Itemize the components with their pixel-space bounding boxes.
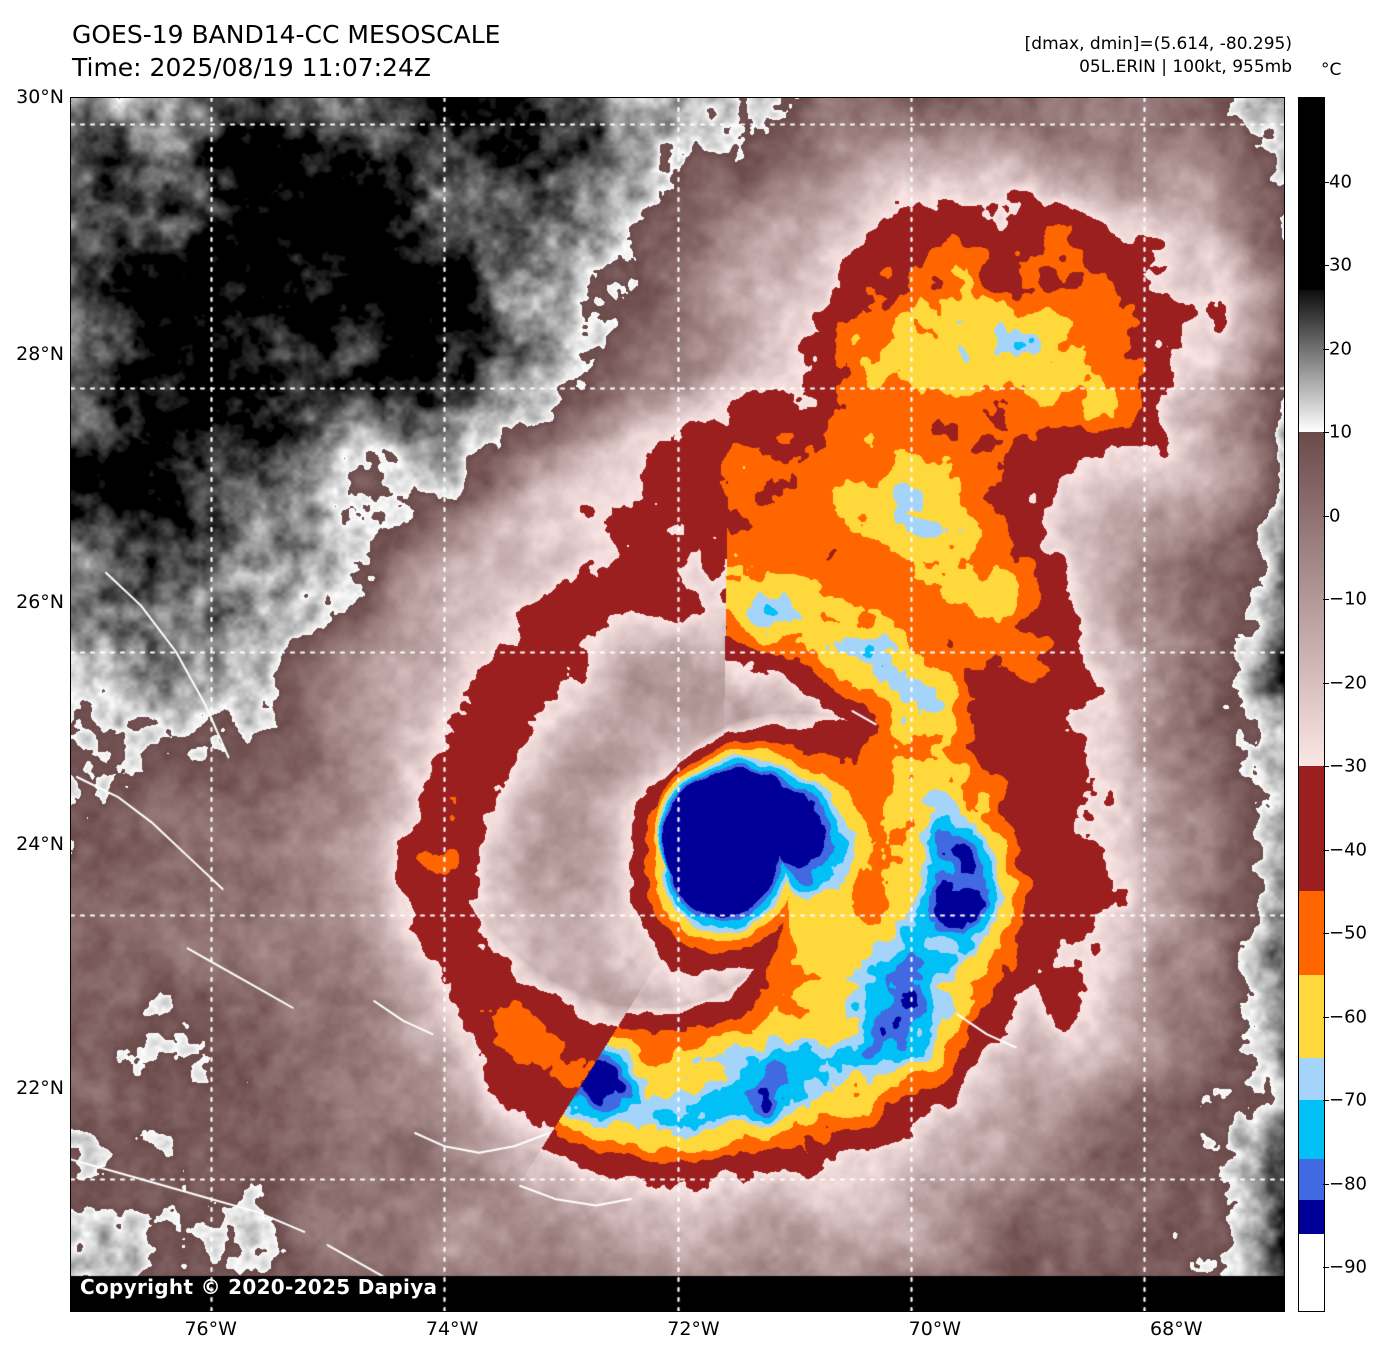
colorbar-tick-label-13: −90 bbox=[1329, 1256, 1367, 1278]
colorbar-tick-mark-5 bbox=[1323, 599, 1329, 601]
colorbar-tick-mark-0 bbox=[1323, 181, 1329, 183]
colorbar-segment-7 bbox=[1299, 1100, 1324, 1159]
colorbar-unit-label: °C bbox=[1321, 60, 1342, 80]
colorbar-tick-label-10: −60 bbox=[1329, 1006, 1367, 1028]
colorbar-tick-label-4: 0 bbox=[1329, 505, 1341, 527]
y-axis-tick-3: 24°N bbox=[16, 833, 64, 856]
colorbar-tick-mark-4 bbox=[1323, 515, 1329, 517]
colorbar-tick-mark-9 bbox=[1323, 933, 1329, 935]
x-axis-tick-2: 72°W bbox=[667, 1318, 720, 1340]
temperature-colorbar[interactable] bbox=[1298, 97, 1325, 1312]
colorbar-segment-3 bbox=[1299, 766, 1324, 892]
colorbar-segment-9 bbox=[1299, 1200, 1324, 1234]
colorbar-segment-5 bbox=[1299, 974, 1324, 1059]
colorbar-tick-label-1: 30 bbox=[1329, 254, 1352, 276]
colorbar-tick-mark-12 bbox=[1323, 1183, 1329, 1185]
colorbar-tick-label-12: −80 bbox=[1329, 1173, 1367, 1195]
storm-info-label: 05L.ERIN | 100kt, 955mb bbox=[1079, 57, 1292, 77]
colorbar-tick-mark-10 bbox=[1323, 1016, 1329, 1018]
metadata-block: [dmax, dmin]=(5.614, -80.295) 05L.ERIN |… bbox=[1025, 33, 1292, 79]
satellite-image-plot[interactable] bbox=[70, 97, 1285, 1312]
colorbar-tick-label-6: −20 bbox=[1329, 672, 1367, 694]
y-axis-tick-2: 26°N bbox=[16, 590, 64, 613]
colorbar-tick-mark-13 bbox=[1323, 1267, 1329, 1269]
timestamp-title: Time: 2025/08/19 11:07:24Z bbox=[72, 53, 431, 82]
data-minmax-label: [dmax, dmin]=(5.614, -80.295) bbox=[1024, 34, 1292, 54]
satellite-imagery-canvas bbox=[71, 98, 1284, 1311]
colorbar-segment-2 bbox=[1299, 432, 1324, 767]
copyright-label: Copyright © 2020-2025 Dapiya bbox=[80, 1275, 438, 1299]
x-axis-tick-3: 70°W bbox=[908, 1318, 962, 1340]
x-axis-tick-4: 68°W bbox=[1150, 1318, 1203, 1340]
colorbar-tick-label-0: 40 bbox=[1329, 171, 1352, 193]
colorbar-tick-mark-1 bbox=[1323, 265, 1329, 267]
satellite-title: GOES-19 BAND14-CC MESOSCALE bbox=[72, 20, 501, 49]
colorbar-tick-mark-8 bbox=[1323, 849, 1329, 851]
colorbar-tick-label-2: 20 bbox=[1329, 338, 1352, 360]
colorbar-tick-label-9: −50 bbox=[1329, 922, 1367, 944]
page-title: GOES-19 BAND14-CC MESOSCALE Time: 2025/0… bbox=[72, 18, 500, 84]
x-axis-tick-0: 76°W bbox=[184, 1318, 237, 1340]
colorbar-tick-label-5: −10 bbox=[1329, 588, 1367, 610]
colorbar-segment-8 bbox=[1299, 1158, 1324, 1201]
colorbar-tick-mark-11 bbox=[1323, 1100, 1329, 1102]
colorbar-tick-mark-2 bbox=[1323, 348, 1329, 350]
colorbar-tick-mark-7 bbox=[1323, 766, 1329, 768]
colorbar-tick-label-7: −30 bbox=[1329, 755, 1367, 777]
colorbar-tick-label-8: −40 bbox=[1329, 839, 1367, 861]
colorbar-tick-label-11: −70 bbox=[1329, 1089, 1367, 1111]
colorbar-segment-1 bbox=[1299, 290, 1324, 433]
colorbar-segment-6 bbox=[1299, 1058, 1324, 1101]
colorbar-segment-0 bbox=[1299, 98, 1324, 291]
y-axis-tick-4: 22°N bbox=[16, 1077, 64, 1100]
colorbar-segment-4 bbox=[1299, 891, 1324, 975]
colorbar-tick-label-3: 10 bbox=[1329, 421, 1352, 443]
colorbar-segment-10 bbox=[1299, 1233, 1324, 1309]
x-axis-tick-1: 74°W bbox=[425, 1318, 479, 1340]
colorbar-tick-mark-3 bbox=[1323, 432, 1329, 434]
y-axis-tick-1: 28°N bbox=[16, 343, 64, 366]
y-axis-tick-0: 30°N bbox=[16, 86, 64, 108]
colorbar-tick-mark-6 bbox=[1323, 682, 1329, 684]
